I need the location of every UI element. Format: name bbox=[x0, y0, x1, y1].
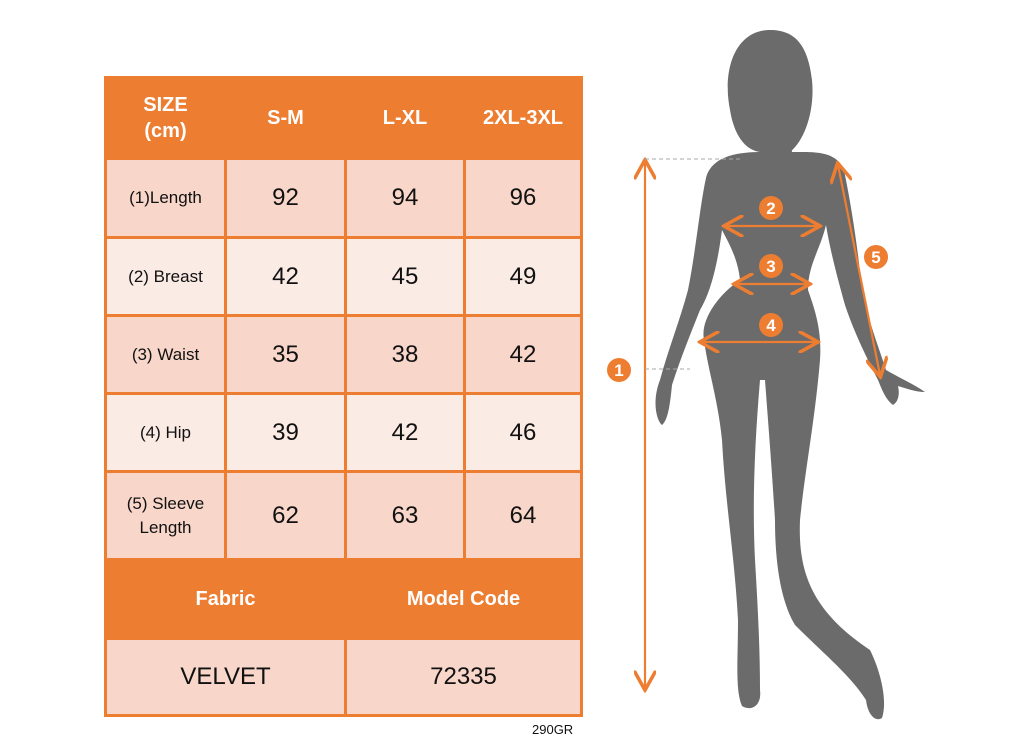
svg-text:3: 3 bbox=[766, 257, 775, 276]
fabric-header: Fabric bbox=[104, 558, 347, 640]
size-chart-table: SIZE (cm) S-M L-XL 2XL-3XL (1)Length 92 9… bbox=[104, 76, 583, 717]
cell: 42 bbox=[344, 392, 466, 473]
cell: 45 bbox=[344, 236, 466, 317]
row-label: (5) Sleeve Length bbox=[104, 470, 227, 561]
table-row: (4) Hip 39 42 46 bbox=[104, 392, 583, 473]
sleeve-arrow bbox=[838, 165, 880, 375]
size-label: SIZE bbox=[143, 94, 188, 116]
cell: 49 bbox=[463, 236, 583, 317]
svg-text:2: 2 bbox=[766, 199, 775, 218]
guide-lines bbox=[645, 158, 740, 370]
cell: 42 bbox=[224, 236, 347, 317]
marker-5: 5 bbox=[864, 245, 888, 269]
markers: 1 2 3 4 5 bbox=[607, 196, 888, 382]
cell: 96 bbox=[463, 157, 583, 239]
table-row: (2) Breast 42 45 49 bbox=[104, 236, 583, 317]
marker-1: 1 bbox=[607, 358, 631, 382]
size-column-header: 2XL-3XL bbox=[463, 76, 583, 160]
row-label: (4) Hip bbox=[104, 392, 227, 473]
row-label-line: Length bbox=[139, 517, 192, 537]
hair-head bbox=[727, 30, 813, 152]
silhouette bbox=[655, 30, 925, 720]
table-row: (1)Length 92 94 96 bbox=[104, 157, 583, 239]
cell: 62 bbox=[224, 470, 347, 561]
footer-header-row: Fabric Model Code bbox=[104, 558, 583, 640]
size-column-header: S-M bbox=[224, 76, 347, 160]
svg-text:5: 5 bbox=[871, 248, 880, 267]
cell: 92 bbox=[224, 157, 347, 239]
row-label: (3) Waist bbox=[104, 314, 227, 395]
fabric-value: VELVET bbox=[104, 637, 347, 717]
svg-text:4: 4 bbox=[766, 316, 776, 335]
cell: 42 bbox=[463, 314, 583, 395]
table-row: (3) Waist 35 38 42 bbox=[104, 314, 583, 395]
model-code-value: 72335 bbox=[344, 637, 583, 717]
size-header: SIZE (cm) bbox=[104, 76, 227, 160]
measure-lines bbox=[645, 162, 880, 688]
marker-4: 4 bbox=[759, 313, 783, 337]
row-label-line: (5) Sleeve bbox=[126, 493, 205, 513]
footer-row: VELVET 72335 bbox=[104, 637, 583, 717]
header-row: SIZE (cm) S-M L-XL 2XL-3XL bbox=[104, 76, 583, 160]
cell: 39 bbox=[224, 392, 347, 473]
table-row: (5) Sleeve Length 62 63 64 bbox=[104, 470, 583, 561]
cell: 63 bbox=[344, 470, 466, 561]
row-label: (2) Breast bbox=[104, 236, 227, 317]
marker-2: 2 bbox=[759, 196, 783, 220]
weight-label: 290GR bbox=[532, 722, 574, 737]
cell: 46 bbox=[463, 392, 583, 473]
svg-text:1: 1 bbox=[614, 361, 623, 380]
cell: 64 bbox=[463, 470, 583, 561]
model-code-header: Model Code bbox=[344, 558, 583, 640]
cell: 35 bbox=[224, 314, 347, 395]
cell: 94 bbox=[344, 157, 466, 239]
marker-3: 3 bbox=[759, 254, 783, 278]
row-label: (1)Length bbox=[104, 157, 227, 239]
cell: 38 bbox=[344, 314, 466, 395]
unit-label: (cm) bbox=[144, 120, 187, 142]
size-column-header: L-XL bbox=[344, 76, 466, 160]
